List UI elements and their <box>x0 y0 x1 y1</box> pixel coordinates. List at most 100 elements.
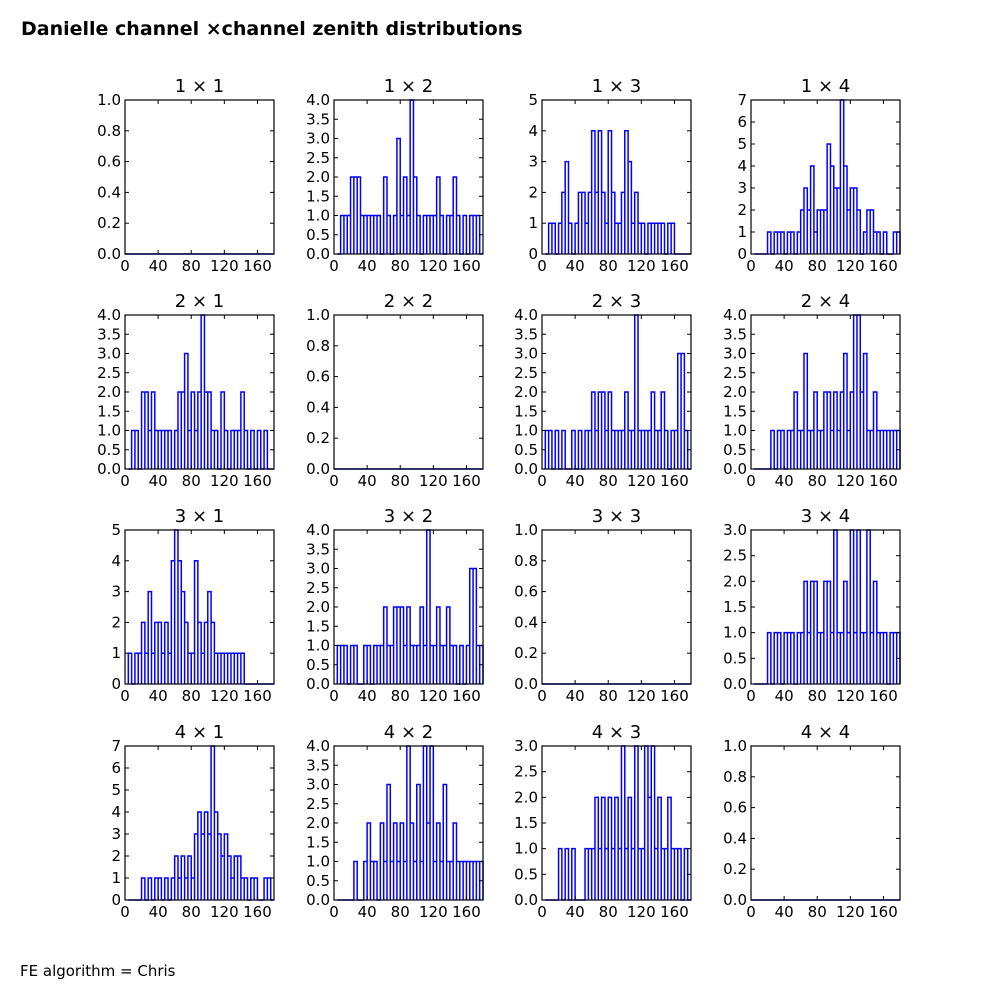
x-tick-label: 0 <box>537 257 547 275</box>
subplot-title: 1 × 4 <box>801 76 850 97</box>
x-tick-label: 40 <box>358 903 377 921</box>
x-tick-label: 40 <box>566 903 585 921</box>
y-tick-label: 1.0 <box>723 624 747 642</box>
axes-frame <box>124 529 275 685</box>
footnote: FE algorithm = Chris <box>20 962 176 980</box>
subplot: 0 1 2 3 4 5 0 40 80 120 160 1 × 3 <box>528 76 692 275</box>
y-tick-label: 0.2 <box>723 860 747 878</box>
y-tick-label: 2.0 <box>723 383 747 401</box>
y-tick-label: 2.0 <box>514 383 538 401</box>
y-tick-label: 3.0 <box>723 345 747 363</box>
y-tick-label: 0.0 <box>306 460 330 478</box>
y-tick-label: 5 <box>111 781 121 799</box>
axes-frame <box>541 314 692 470</box>
y-tick-label: 6 <box>111 759 121 777</box>
subplot: 0.0 0.2 0.4 0.6 0.8 1.0 0 40 80 120 160 4 × 4 <box>723 722 901 921</box>
axes-frame <box>750 529 901 685</box>
y-tick-label: 5 <box>111 521 121 539</box>
y-tick-label: 1.0 <box>306 306 330 324</box>
subplot: 0.00.51.0 1.52.02.53.0 3.54.0 0 40 80 120 160 2 … <box>97 291 275 490</box>
x-tick-label: 80 <box>808 903 827 921</box>
y-tick-label: 0 <box>528 245 538 263</box>
y-tick-label: 1.0 <box>514 422 538 440</box>
x-tick-label: 120 <box>627 687 656 705</box>
x-tick-label: 40 <box>358 687 377 705</box>
x-tick-label: 80 <box>391 472 410 490</box>
x-tick-label: 160 <box>869 472 898 490</box>
series-line <box>754 99 901 255</box>
y-tick-label: 1.0 <box>514 840 538 858</box>
x-tick-label: 120 <box>210 472 239 490</box>
x-tick-label: 160 <box>869 257 898 275</box>
y-tick-label: 1.0 <box>306 207 330 225</box>
x-tick-label: 160 <box>660 472 689 490</box>
axes-frame <box>333 745 484 901</box>
x-tick-label: 40 <box>149 257 168 275</box>
y-tick-label: 3.0 <box>514 345 538 363</box>
subplot: 0.00.51.0 1.52.02.53.0 3.54.0 0 40 80 120 160 3 … <box>306 506 484 705</box>
series-line <box>337 745 484 901</box>
x-tick-label: 0 <box>537 687 547 705</box>
y-tick-label: 1.5 <box>723 598 747 616</box>
y-tick-label: 2.0 <box>723 572 747 590</box>
subplot: 0.0 0.5 1.0 1.5 2.0 2.5 3.0 0 40 80 120 160 3 × 4 <box>723 506 901 705</box>
y-tick-label: 1.5 <box>514 814 538 832</box>
x-tick-label: 40 <box>775 257 794 275</box>
x-tick-label: 0 <box>329 687 339 705</box>
y-tick-label: 3.0 <box>723 521 747 539</box>
x-tick-label: 0 <box>329 903 339 921</box>
y-tick-label: 0.0 <box>97 460 121 478</box>
x-tick-label: 160 <box>243 687 272 705</box>
x-tick-label: 0 <box>746 257 756 275</box>
x-tick-label: 120 <box>210 687 239 705</box>
y-tick-label: 0.0 <box>723 460 747 478</box>
subplot-title: 2 × 3 <box>592 291 641 312</box>
y-tick-label: 3 <box>737 179 747 197</box>
y-tick-label: 0.0 <box>723 891 747 909</box>
x-tick-label: 80 <box>391 903 410 921</box>
subplot-title: 3 × 1 <box>175 506 224 527</box>
y-tick-label: 0.8 <box>306 337 330 355</box>
y-tick-label: 1.5 <box>306 617 330 635</box>
y-tick-label: 1.5 <box>723 402 747 420</box>
x-tick-label: 160 <box>452 903 481 921</box>
x-tick-label: 80 <box>182 257 201 275</box>
y-tick-label: 1.0 <box>723 737 747 755</box>
x-tick-label: 160 <box>452 257 481 275</box>
y-tick-label: 0.0 <box>97 245 121 263</box>
y-tick-label: 2.5 <box>514 763 538 781</box>
y-tick-label: 3 <box>111 583 121 601</box>
series-line <box>544 314 691 470</box>
subplot-title: 1 × 2 <box>384 76 433 97</box>
x-tick-label: 40 <box>566 257 585 275</box>
axes-frame <box>541 99 692 255</box>
y-tick-label: 2.5 <box>723 547 747 565</box>
y-tick-label: 2.5 <box>97 364 121 382</box>
x-tick-label: 40 <box>358 472 377 490</box>
x-tick-label: 120 <box>627 472 656 490</box>
x-tick-label: 40 <box>775 472 794 490</box>
y-tick-label: 5 <box>737 135 747 153</box>
y-tick-label: 1.5 <box>97 402 121 420</box>
x-tick-label: 80 <box>182 472 201 490</box>
x-tick-label: 80 <box>599 903 618 921</box>
y-tick-label: 4 <box>111 552 121 570</box>
subplot-title: 1 × 1 <box>175 76 224 97</box>
series-line <box>127 529 274 685</box>
y-tick-label: 4 <box>528 122 538 140</box>
subplot: 0.0 0.2 0.4 0.6 0.8 1.0 0 40 80 120 160 2 × 2 <box>306 291 484 490</box>
y-tick-label: 3.5 <box>306 756 330 774</box>
y-tick-label: 3.0 <box>306 130 330 148</box>
x-tick-label: 0 <box>746 687 756 705</box>
y-tick-label: 0.0 <box>306 245 330 263</box>
series-line <box>337 99 483 255</box>
subplot-title: 2 × 2 <box>384 291 433 312</box>
x-tick-label: 0 <box>537 903 547 921</box>
y-tick-label: 0.5 <box>723 649 747 667</box>
subplot-title: 1 × 3 <box>592 76 641 97</box>
y-tick-label: 0.0 <box>723 675 747 693</box>
y-tick-label: 1.5 <box>306 833 330 851</box>
subplot: 0.00.51.0 1.52.02.53.0 3.54.0 0 40 80 120 160 1 … <box>306 76 484 275</box>
subplot: 0.00.51.0 1.52.02.53.0 3.54.0 0 40 80 120 160 2 … <box>723 291 901 490</box>
